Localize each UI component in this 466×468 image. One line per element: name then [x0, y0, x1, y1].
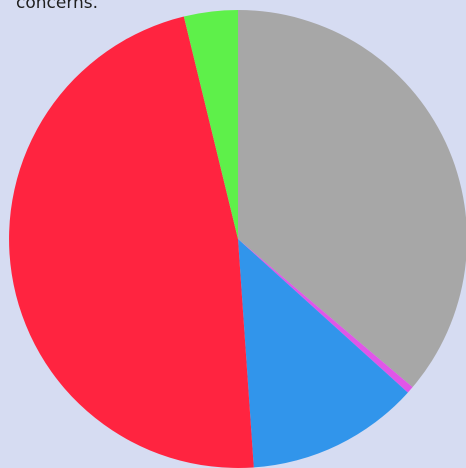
pie-slice-5 — [183, 10, 238, 239]
pie-slices — [9, 10, 466, 468]
pie-slice-2 — [238, 239, 413, 393]
pie-slice-3 — [238, 239, 408, 468]
chart-caption: concerns. — [16, 0, 99, 13]
pie-slice-4 — [9, 16, 254, 468]
pie-slice-1 — [238, 10, 466, 388]
